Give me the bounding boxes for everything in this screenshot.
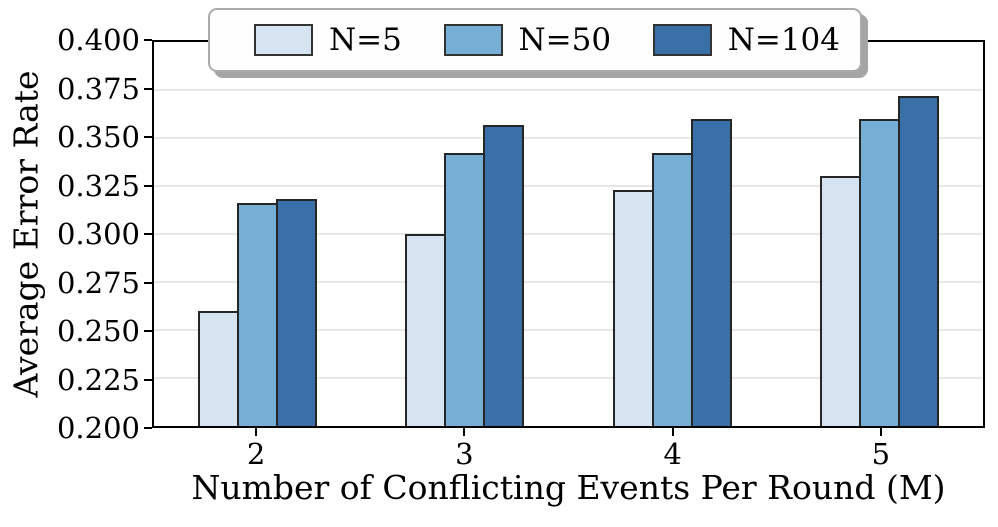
y-tick-label: 0.325	[56, 168, 140, 203]
y-tick-label: 0.275	[56, 265, 140, 300]
y-tick-label: 0.400	[56, 23, 140, 57]
gridline	[154, 377, 983, 379]
bar	[690, 118, 732, 426]
x-tick-mark	[879, 428, 882, 436]
bar	[237, 203, 279, 426]
x-tick-mark	[671, 428, 674, 436]
legend-label: N=5	[329, 21, 402, 58]
bar	[819, 176, 861, 426]
bar	[444, 153, 486, 426]
y-tick-mark	[144, 87, 152, 90]
x-axis-label: Number of Conflicting Events Per Round (…	[191, 468, 946, 507]
y-tick-mark	[144, 39, 152, 41]
x-tick-label: 3	[455, 437, 474, 471]
bar	[651, 153, 693, 426]
gridline	[154, 281, 983, 283]
gridline	[154, 89, 983, 91]
y-tick-mark	[144, 427, 152, 429]
y-tick-mark	[144, 233, 152, 235]
y-tick-label: 0.225	[56, 362, 140, 397]
y-tick-mark	[144, 136, 152, 138]
legend: N=5 N=50 N=104	[208, 8, 862, 72]
bar	[276, 199, 318, 426]
plot-area	[152, 40, 985, 428]
x-tick-label: 4	[663, 437, 682, 471]
x-tick-label: 2	[246, 437, 266, 471]
y-tick-label: 0.350	[56, 120, 140, 154]
bar-group	[154, 42, 361, 426]
legend-swatch	[443, 24, 503, 56]
bar	[405, 234, 447, 426]
y-tick-label: 0.375	[56, 71, 140, 106]
y-tick-label: 0.300	[56, 217, 140, 251]
legend-swatch	[652, 24, 712, 56]
gridline	[154, 185, 983, 187]
bar	[198, 310, 240, 426]
bar-group	[569, 42, 776, 426]
y-tick-mark	[144, 330, 152, 332]
y-tick-label: 0.200	[56, 411, 140, 445]
gridline	[154, 137, 983, 139]
x-tick-mark	[463, 428, 466, 436]
legend-label: N=104	[727, 21, 840, 58]
bar-group	[776, 42, 983, 426]
gridline	[154, 329, 983, 331]
bar	[858, 118, 900, 426]
y-tick-mark	[144, 378, 152, 381]
legend-label: N=50	[518, 21, 612, 58]
y-tick-mark	[144, 184, 152, 187]
legend-swatch	[254, 24, 313, 56]
bar	[612, 189, 654, 426]
y-tick-label: 0.250	[56, 314, 140, 348]
legend-item: N=50	[443, 21, 612, 58]
bar-group	[361, 42, 568, 426]
bar	[897, 95, 939, 426]
legend-item: N=104	[652, 21, 840, 58]
gridline	[154, 233, 983, 235]
x-tick-label: 5	[871, 437, 891, 471]
y-tick-mark	[144, 281, 152, 284]
bar	[483, 124, 525, 426]
x-tick-mark	[255, 428, 258, 436]
legend-item: N=5	[254, 24, 402, 56]
